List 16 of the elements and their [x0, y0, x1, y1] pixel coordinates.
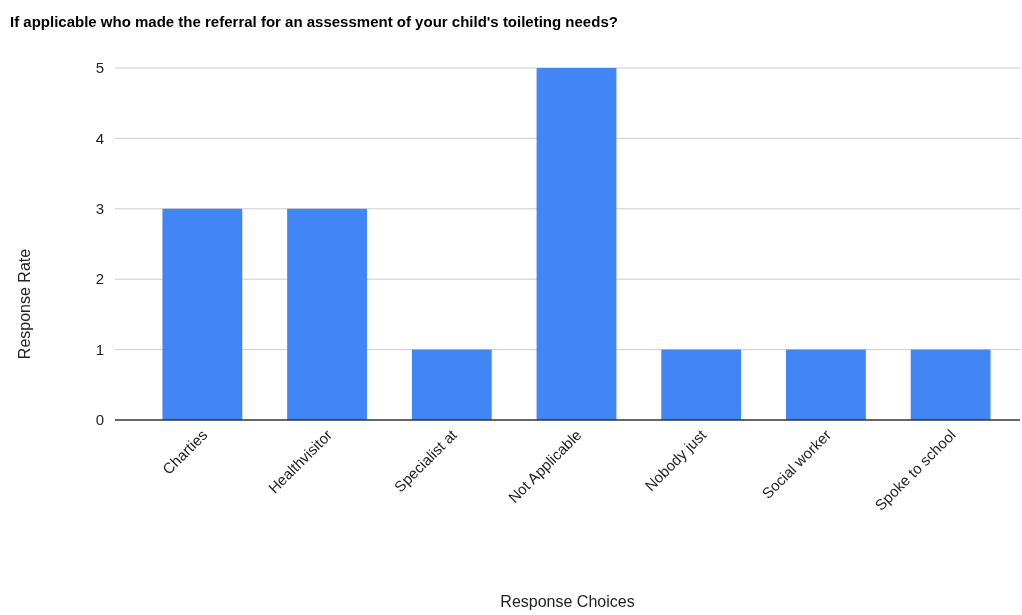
- y-tick-label: 1: [95, 340, 104, 358]
- bar: [910, 349, 991, 420]
- bar: [661, 349, 742, 420]
- y-tick-label: 3: [95, 200, 104, 218]
- y-tick-label: 5: [95, 59, 104, 77]
- bar: [287, 208, 367, 420]
- bar: [536, 68, 617, 420]
- bar: [162, 208, 243, 420]
- y-axis-title: Response Rate: [16, 248, 33, 360]
- chart-title: If applicable who made the referral for an assessment of your child's toileting needs?: [10, 13, 618, 30]
- bar: [411, 349, 492, 420]
- y-tick-label: 4: [95, 129, 104, 147]
- x-axis-title: Response Choices: [500, 593, 635, 610]
- bar: [786, 349, 866, 420]
- y-tick-label: 2: [95, 270, 104, 288]
- y-tick-label: 0: [95, 411, 104, 429]
